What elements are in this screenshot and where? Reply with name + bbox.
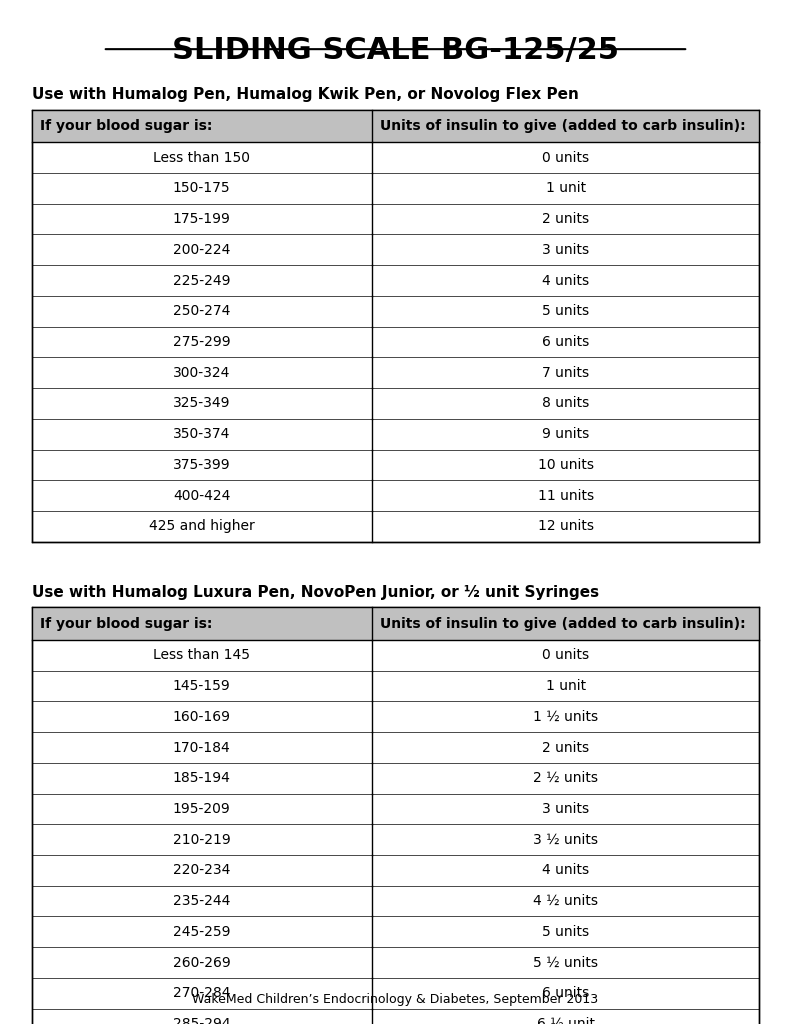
Text: 2 units: 2 units (542, 212, 589, 226)
Text: 425 and higher: 425 and higher (149, 519, 255, 534)
Text: Use with Humalog Pen, Humalog Kwik Pen, or Novolog Flex Pen: Use with Humalog Pen, Humalog Kwik Pen, … (32, 87, 578, 102)
Text: 275-299: 275-299 (173, 335, 230, 349)
Text: 3 ½ units: 3 ½ units (533, 833, 598, 847)
Text: 375-399: 375-399 (173, 458, 230, 472)
Text: 1 ½ units: 1 ½ units (533, 710, 598, 724)
Text: 220-234: 220-234 (173, 863, 230, 878)
Bar (32, 110, 759, 142)
Text: If your blood sugar is:: If your blood sugar is: (40, 119, 212, 133)
Text: 2 ½ units: 2 ½ units (533, 771, 598, 785)
Bar (32, 607, 759, 1024)
Text: Units of insulin to give (added to carb insulin):: Units of insulin to give (added to carb … (380, 616, 745, 631)
Text: If your blood sugar is:: If your blood sugar is: (40, 616, 212, 631)
Text: 245-259: 245-259 (173, 925, 230, 939)
Text: 400-424: 400-424 (173, 488, 230, 503)
Text: 1 unit: 1 unit (546, 181, 585, 196)
Text: 0 units: 0 units (542, 648, 589, 663)
Text: 300-324: 300-324 (173, 366, 230, 380)
Text: 4 units: 4 units (542, 863, 589, 878)
Text: 6 ½ unit: 6 ½ unit (536, 1017, 595, 1024)
Text: 5 ½ units: 5 ½ units (533, 955, 598, 970)
Text: 3 units: 3 units (542, 802, 589, 816)
Text: 195-209: 195-209 (172, 802, 231, 816)
Text: 4 units: 4 units (542, 273, 589, 288)
Text: 350-374: 350-374 (173, 427, 230, 441)
Text: 6 units: 6 units (542, 986, 589, 1000)
Text: 175-199: 175-199 (172, 212, 231, 226)
Text: Units of insulin to give (added to carb insulin):: Units of insulin to give (added to carb … (380, 119, 745, 133)
Text: 12 units: 12 units (538, 519, 593, 534)
Text: 7 units: 7 units (542, 366, 589, 380)
Text: 170-184: 170-184 (172, 740, 231, 755)
Text: Less than 150: Less than 150 (153, 151, 250, 165)
Text: 250-274: 250-274 (173, 304, 230, 318)
Text: 5 units: 5 units (542, 304, 589, 318)
Text: 285-294: 285-294 (173, 1017, 230, 1024)
Text: 3 units: 3 units (542, 243, 589, 257)
Text: 270-284: 270-284 (173, 986, 230, 1000)
Text: 150-175: 150-175 (173, 181, 230, 196)
Text: WakeMed Children’s Endocrinology & Diabetes, September 2013: WakeMed Children’s Endocrinology & Diabe… (192, 992, 599, 1006)
Text: 200-224: 200-224 (173, 243, 230, 257)
Text: 0 units: 0 units (542, 151, 589, 165)
Text: 10 units: 10 units (538, 458, 593, 472)
Text: 260-269: 260-269 (172, 955, 231, 970)
Text: 11 units: 11 units (538, 488, 593, 503)
Text: 325-349: 325-349 (173, 396, 230, 411)
Text: 225-249: 225-249 (173, 273, 230, 288)
Text: 9 units: 9 units (542, 427, 589, 441)
Text: 4 ½ units: 4 ½ units (533, 894, 598, 908)
Text: Less than 145: Less than 145 (153, 648, 250, 663)
Text: SLIDING SCALE BG-125/25: SLIDING SCALE BG-125/25 (172, 36, 619, 65)
Text: 160-169: 160-169 (172, 710, 231, 724)
Text: 1 unit: 1 unit (546, 679, 585, 693)
Bar (32, 607, 759, 640)
Text: 210-219: 210-219 (172, 833, 231, 847)
Bar (32, 110, 759, 542)
Text: 145-159: 145-159 (172, 679, 231, 693)
Text: 8 units: 8 units (542, 396, 589, 411)
Text: 2 units: 2 units (542, 740, 589, 755)
Text: 185-194: 185-194 (172, 771, 231, 785)
Text: 6 units: 6 units (542, 335, 589, 349)
Text: 235-244: 235-244 (173, 894, 230, 908)
Text: Use with Humalog Luxura Pen, NovoPen Junior, or ½ unit Syringes: Use with Humalog Luxura Pen, NovoPen Jun… (32, 585, 599, 600)
Text: 5 units: 5 units (542, 925, 589, 939)
